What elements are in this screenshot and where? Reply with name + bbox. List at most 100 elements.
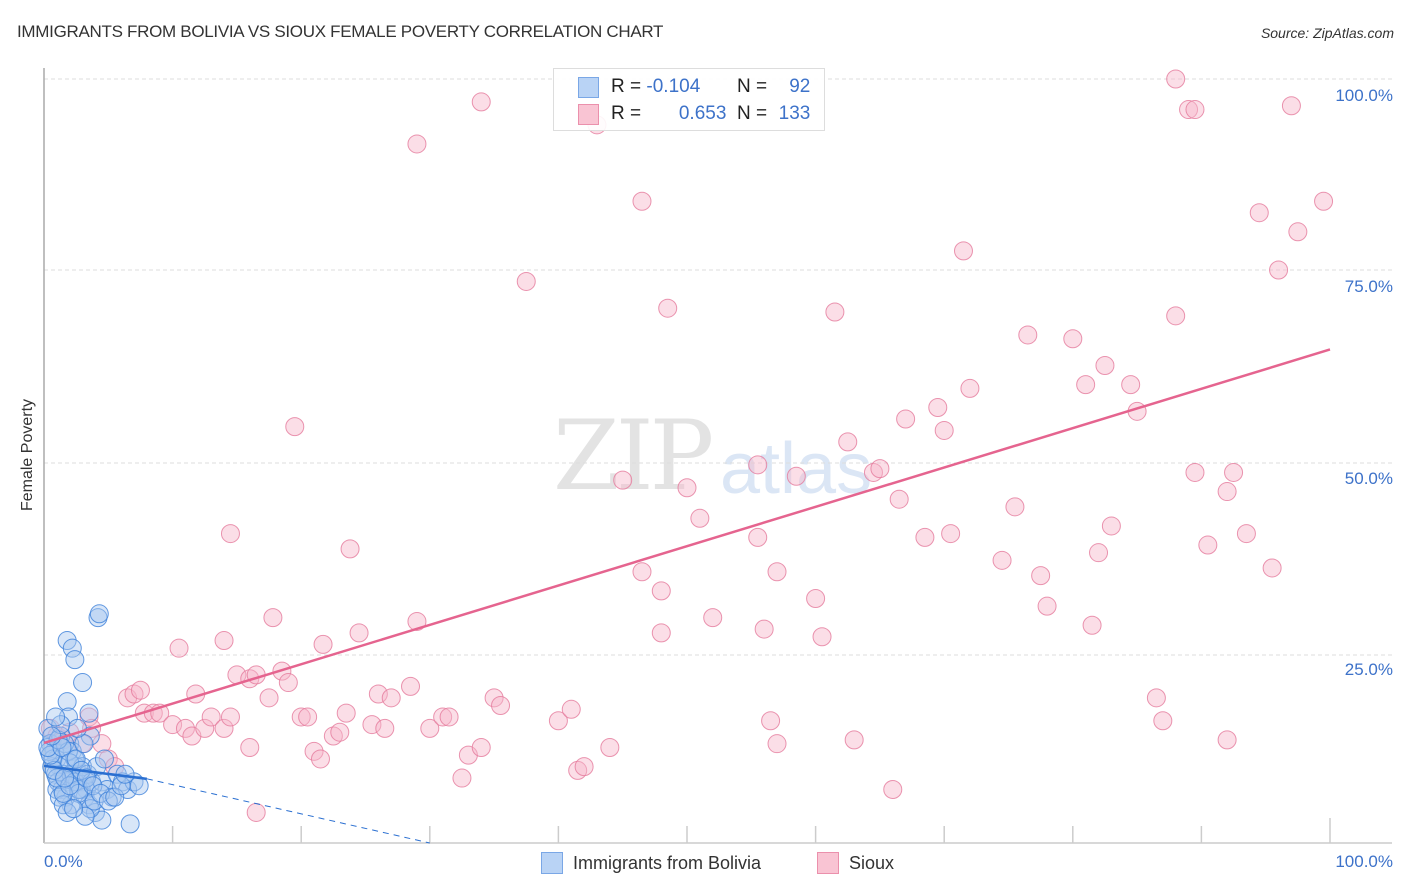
data-point [1198,535,1218,555]
data-point [651,581,671,601]
source-label: Source: ZipAtlas.com [1260,25,1394,41]
data-point [340,539,360,559]
legend-item-sioux[interactable]: Sioux [817,852,894,874]
data-point [246,802,266,822]
data-point [76,768,96,788]
data-point [754,619,774,639]
data-point [201,707,221,727]
data-point [195,718,215,738]
data-point [65,650,85,670]
data-point [1281,96,1301,116]
data-point [330,722,350,742]
data-point [336,703,356,723]
data-point [362,715,382,735]
data-point [471,738,491,757]
data-point [1031,566,1051,586]
data-point [313,634,333,654]
data-point [401,676,421,696]
data-point [1089,543,1109,563]
data-point [169,638,189,658]
sioux-points [40,69,1334,822]
n-value: 133 [778,103,811,124]
data-point [1185,462,1205,482]
data-point [1037,596,1057,616]
data-point [915,527,935,547]
data-point [420,718,440,738]
data-point [381,688,401,708]
bolivia-swatch-icon [578,76,599,98]
n-value: 92 [789,76,811,97]
data-point [291,707,311,727]
data-point [1236,524,1256,544]
bolivia-points [38,604,149,834]
data-point [214,631,234,651]
sioux-swatch-icon [578,103,599,125]
data-point [1314,191,1334,211]
data-point [57,692,77,712]
data-point [1082,615,1102,635]
data-point [1217,730,1237,750]
data-point [214,718,234,738]
data-point [375,718,395,738]
correlation-legend: R = -0.104 N = 92 R = 0.653 N = 133 [553,68,825,131]
data-point [220,524,240,544]
data-point [889,489,909,509]
data-point [263,608,283,628]
data-point [439,707,459,727]
data-point [786,466,806,486]
data-point [1101,516,1121,536]
data-point [89,604,109,624]
data-point [64,799,84,819]
data-point [561,699,581,719]
data-point [66,749,86,769]
data-point [1153,711,1173,731]
data-point [349,623,369,643]
data-point [105,787,125,807]
y-tick-25: 25.0% [1344,660,1393,679]
sioux-trendline [43,348,1331,745]
data-point [992,550,1012,570]
data-point [91,783,111,803]
data-point [1018,325,1038,345]
legend-row-sioux: R = 0.653 N = 133 [578,102,810,126]
y-tick-50: 50.0% [1344,469,1393,488]
data-point [1146,688,1166,708]
r-label: R = [611,76,642,97]
data-point [62,638,82,658]
data-point [941,524,961,544]
y-tick-100: 100.0% [1335,86,1393,105]
data-point [1224,462,1244,482]
data-point [94,749,114,769]
data-point [1262,558,1282,578]
axes [43,68,1392,844]
data-point [632,562,652,582]
data-point [471,92,491,112]
watermark-zip: ZIP [553,400,714,512]
data-point [407,611,427,631]
data-point [1076,375,1096,395]
data-point [46,707,66,727]
data-point [278,673,298,693]
data-point [79,703,99,723]
data-point [767,562,787,582]
data-point [368,684,388,704]
data-point [1063,329,1083,349]
r-label: R = [611,103,642,124]
data-point [613,470,633,490]
data-point [220,707,240,727]
data-point [806,589,826,609]
data-point [84,791,104,811]
data-point [548,711,568,731]
data-point [259,688,279,708]
n-label: N = [736,76,768,97]
data-point [310,749,330,769]
data-point [55,768,75,788]
data-point [703,608,723,628]
sioux-legend-swatch-icon [817,852,839,874]
data-point [285,417,305,437]
legend-item-bolivia[interactable]: Immigrants from Bolivia [541,852,761,874]
data-point [42,726,62,746]
data-point [960,378,980,398]
data-point [838,432,858,452]
